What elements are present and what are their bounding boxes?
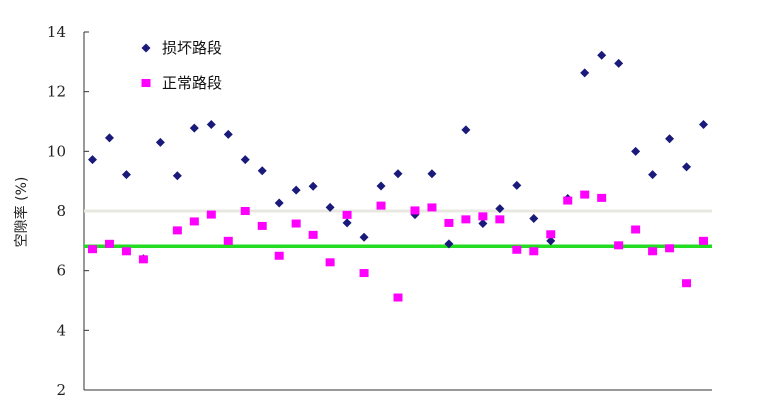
damaged-point <box>614 58 624 68</box>
legend-label-normal: 正常路段 <box>162 74 222 92</box>
data-points <box>87 50 709 302</box>
damaged-point <box>478 219 488 229</box>
normal-point <box>138 255 148 264</box>
normal-point <box>189 217 199 226</box>
normal-point <box>274 251 284 260</box>
reference-lines <box>84 209 712 248</box>
normal-point <box>325 258 335 267</box>
normal-point <box>291 219 301 228</box>
normal-point <box>512 245 522 254</box>
normal-point <box>546 230 556 239</box>
normal-point <box>631 225 641 234</box>
damaged-point <box>393 169 403 179</box>
legend: 损坏路段 正常路段 <box>141 39 222 92</box>
damaged-point <box>87 155 97 165</box>
normal-point <box>393 293 403 302</box>
damaged-point <box>631 146 641 156</box>
legend-label-damaged: 损坏路段 <box>162 39 222 57</box>
normal-point <box>206 210 216 219</box>
normal-point <box>563 196 573 205</box>
damaged-point <box>223 129 233 139</box>
normal-point <box>580 190 590 199</box>
damaged-point <box>257 166 267 176</box>
damaged-point <box>461 125 471 135</box>
damaged-point <box>376 181 386 191</box>
damaged-point <box>427 169 437 179</box>
damaged-point <box>274 198 284 208</box>
axes: 2 4 6 8 10 12 14 <box>47 23 712 399</box>
damaged-point <box>546 236 556 246</box>
damaged-point <box>682 162 692 172</box>
normal-point <box>614 241 624 250</box>
legend-marker-normal <box>141 79 151 87</box>
normal-point <box>478 212 488 221</box>
normal-point <box>427 203 437 212</box>
y-axis-label: 空隙率 (%) <box>13 177 30 248</box>
damaged-point <box>240 155 250 165</box>
normal-point <box>240 207 250 215</box>
normal-point <box>529 247 539 256</box>
y-tick-label: 6 <box>56 262 66 280</box>
damaged-point <box>580 68 590 78</box>
normal-point <box>359 269 369 278</box>
damaged-point <box>189 123 199 133</box>
normal-point <box>495 215 505 224</box>
damaged-point <box>597 50 607 60</box>
y-tick-label: 14 <box>47 23 66 41</box>
normal-point <box>223 236 233 245</box>
normal-point <box>648 247 658 256</box>
normal-point <box>597 193 607 202</box>
normal-point <box>444 218 454 227</box>
normal-point <box>699 236 709 245</box>
normal-point <box>104 239 114 248</box>
damaged-point <box>665 134 675 144</box>
y-tick-label: 10 <box>47 142 66 160</box>
damaged-point <box>155 137 165 147</box>
normal-point <box>121 247 131 256</box>
legend-marker-damaged <box>141 43 151 53</box>
damaged-point <box>342 218 352 228</box>
y-tick-label: 8 <box>56 202 66 220</box>
normal-point <box>342 210 352 219</box>
damaged-point <box>495 204 505 214</box>
damaged-point <box>529 213 539 223</box>
normal-point <box>376 201 386 210</box>
damaged-point <box>444 239 454 249</box>
legend-item-normal: 正常路段 <box>141 74 222 92</box>
damaged-point <box>104 133 114 143</box>
normal-point <box>682 279 692 288</box>
damaged-point <box>648 170 658 180</box>
damaged-point <box>121 170 131 180</box>
normal-point <box>665 244 675 253</box>
normal-point <box>410 206 420 215</box>
y-tick-label: 12 <box>47 83 66 101</box>
damaged-point <box>325 202 335 212</box>
normal-point <box>172 226 182 235</box>
damaged-point <box>699 119 709 129</box>
legend-item-damaged: 损坏路段 <box>141 39 222 57</box>
normal-point <box>461 215 471 224</box>
y-tick-label: 2 <box>56 381 66 399</box>
normal-point <box>257 221 267 230</box>
normal-point <box>308 230 318 239</box>
damaged-point <box>512 180 522 190</box>
damaged-point <box>308 181 318 191</box>
damaged-point <box>172 171 182 181</box>
damaged-point <box>359 232 369 242</box>
damaged-point <box>206 119 216 129</box>
normal-point <box>87 245 97 254</box>
damaged-point <box>291 185 301 195</box>
y-tick-label: 4 <box>56 321 66 339</box>
